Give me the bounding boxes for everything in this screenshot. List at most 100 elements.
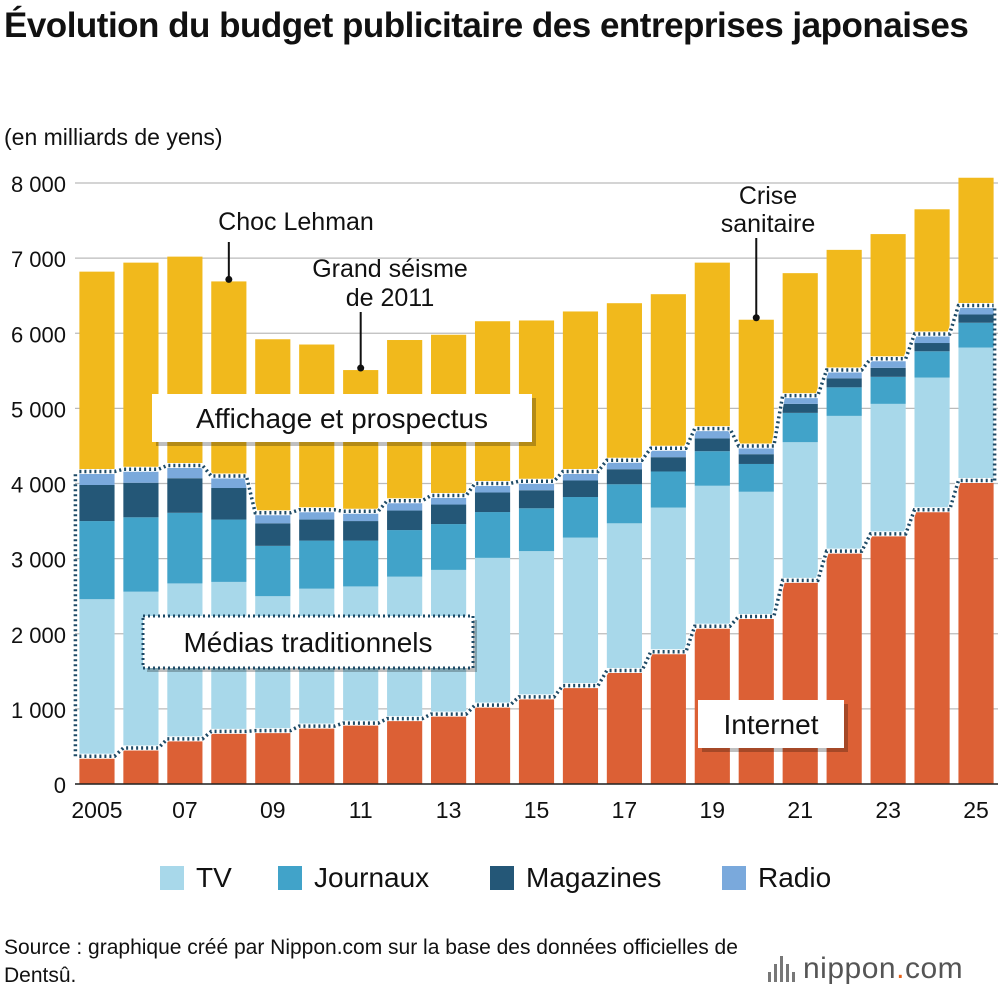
bar-affichage-2025 [958,177,994,306]
bar-radio-2024 [914,334,950,344]
y-tick-label: 1 000 [11,698,66,723]
bar-journaux-2009 [255,545,291,597]
bar-magazines-2012 [387,510,423,531]
bar-internet-2018 [650,651,686,784]
y-tick-label: 8 000 [11,172,66,197]
annotation-text: sanitaire [721,210,816,238]
bar-magazines-2019 [694,438,730,452]
legend-swatch-tv [160,866,184,890]
bar-journaux-2019 [694,451,730,486]
bar-radio-2012 [387,500,423,511]
bar-magazines-2007 [167,478,203,513]
bar-journaux-2016 [562,497,599,538]
label-traditional: Médias traditionnels [183,627,432,658]
bar-magazines-2014 [474,492,511,513]
bar-affichage-2024 [914,209,950,335]
bar-tv-2020 [738,491,774,617]
label-internet-box [698,700,844,748]
bar-internet-2016 [562,685,599,784]
bar-affichage-2020 [738,319,774,446]
bar-journaux-2017 [606,484,642,524]
bar-journaux-2010 [299,540,335,589]
bar-journaux-2006 [123,517,159,592]
bar-radio-2022 [826,370,862,379]
legend-item-magazines: Magazines [490,862,661,894]
bar-internet-2008 [211,731,247,784]
label-affichage-box [152,394,532,442]
bar-magazines-2006 [123,482,159,518]
bar-internet-2005 [79,756,115,784]
bar-journaux-2008 [211,519,247,582]
bar-magazines-2008 [211,488,247,520]
bar-affichage-2008 [211,281,247,476]
bar-internet-2025 [958,480,994,784]
bar-tv-2019 [694,485,730,627]
x-tick-label: 25 [963,797,989,823]
bar-tv-2015 [518,551,555,697]
logo-bars-icon [768,956,795,982]
bar-magazines-2022 [826,378,862,388]
bar-internet-2012 [387,718,423,784]
legend-item-tv: TV [160,862,232,894]
bar-internet-2024 [914,509,950,784]
y-tick-label: 0 [54,773,66,798]
bar-magazines-2017 [606,469,642,485]
bar-radio-2010 [299,509,335,520]
source-note: Source : graphique créé par Nippon.com s… [4,936,738,987]
x-tick-label: 07 [172,797,198,823]
bar-internet-2014 [474,705,511,784]
bar-radio-2021 [782,395,818,404]
bar-affichage-2018 [650,294,686,449]
bar-journaux-2022 [826,387,862,416]
annotation-dot-0 [225,275,233,283]
bar-affichage-2005 [79,271,115,472]
logo-dot: . [896,952,905,985]
bar-radio-2017 [606,460,642,470]
internet-boundary [79,478,994,758]
bar-radio-2015 [518,481,555,491]
bar-magazines-2020 [738,454,774,464]
bar-internet-2021 [782,580,818,784]
bar-magazines-2024 [914,343,950,352]
annotation-text: Crise [739,182,797,210]
x-tick-label: 13 [436,797,462,823]
bar-affichage-2023 [870,234,906,359]
label-traditional-box [141,614,475,670]
bar-journaux-2013 [431,524,467,570]
x-tick-label: 23 [875,797,901,823]
bar-radio-2007 [167,465,203,479]
bar-magazines-2005 [79,485,115,522]
logo-name: nippon [803,952,897,985]
bar-magazines-2011 [343,521,379,541]
x-tick-label: 17 [612,797,638,823]
bar-tv-2005 [79,599,115,757]
legend-swatch-radio [722,866,746,890]
y-tick-label: 7 000 [11,247,66,272]
annotation-text: Choc Lehman [218,208,374,236]
traditional-boundary [79,303,994,515]
bar-tv-2018 [650,507,686,652]
bar-internet-2009 [255,730,291,784]
annotation-dot-2 [752,314,760,322]
annotation-text: de 2011 [346,284,435,312]
legend-item-radio: Radio [722,862,831,894]
bar-journaux-2018 [650,471,686,508]
bar-internet-2007 [167,738,203,784]
bar-affichage-2019 [694,262,730,429]
bar-radio-2019 [694,428,730,439]
bar-magazines-2009 [255,523,291,546]
bar-tv-2025 [958,347,994,481]
bar-tv-2016 [562,537,599,686]
bar-internet-2006 [123,747,159,784]
y-tick-label: 5 000 [11,397,66,422]
bar-journaux-2007 [167,512,203,584]
bar-radio-2025 [958,305,994,315]
x-tick-label: 11 [349,797,373,823]
x-tick-label: 19 [700,797,726,823]
legend-swatch-magazines [490,866,514,890]
bar-tv-2022 [826,415,862,552]
bar-internet-2023 [870,533,906,784]
y-tick-label: 2 000 [11,623,66,648]
x-tick-label: 2005 [71,797,122,823]
chart-title: Évolution du budget publicitaire des ent… [4,6,969,45]
